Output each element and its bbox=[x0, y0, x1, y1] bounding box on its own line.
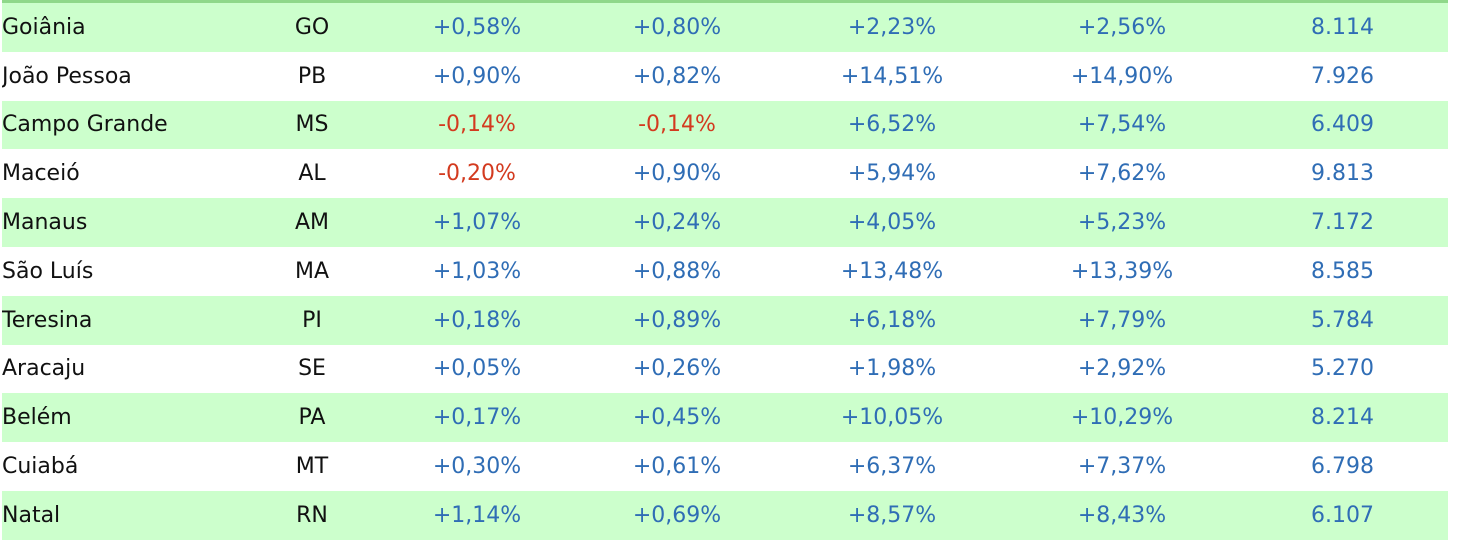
variation-cell-4: +14,90% bbox=[1007, 51, 1237, 101]
variation-cell-2: +0,88% bbox=[577, 246, 777, 296]
table-row: Aracaju SE +0,05% +0,26% +1,98% +2,92% 5… bbox=[2, 344, 1448, 394]
table-row: Goiânia GO +0,58% +0,80% +2,23% +2,56% 8… bbox=[2, 3, 1448, 52]
variation-cell-3: +6,37% bbox=[777, 442, 1007, 491]
variation-cell-3: +13,48% bbox=[777, 246, 1007, 296]
price-cell: 6.798 bbox=[1237, 442, 1448, 491]
variation-cell-2: +0,61% bbox=[577, 442, 777, 491]
price-cell: 9.813 bbox=[1237, 149, 1448, 199]
variation-cell-4: +7,54% bbox=[1007, 100, 1237, 150]
variation-cell-4: +8,43% bbox=[1007, 490, 1237, 540]
variation-cell-3: +2,23% bbox=[777, 3, 1007, 52]
variation-cell-2: +0,90% bbox=[577, 149, 777, 199]
variation-cell-2: +0,82% bbox=[577, 51, 777, 101]
table-row: Natal RN +1,14% +0,69% +8,57% +8,43% 6.1… bbox=[2, 490, 1448, 540]
table-row: Campo Grande MS -0,14% -0,14% +6,52% +7,… bbox=[2, 100, 1448, 150]
variation-cell-1: +0,17% bbox=[377, 393, 577, 443]
variation-cell-4: +7,62% bbox=[1007, 149, 1237, 199]
variation-cell-4: +5,23% bbox=[1007, 198, 1237, 247]
price-cell: 8.214 bbox=[1237, 393, 1448, 443]
variation-cell-1: +0,05% bbox=[377, 344, 577, 394]
city-cell: João Pessoa bbox=[2, 51, 247, 101]
state-cell: PI bbox=[247, 295, 377, 345]
city-cell: Goiânia bbox=[2, 3, 247, 52]
variation-cell-2: +0,24% bbox=[577, 198, 777, 247]
table-top-border bbox=[2, 0, 1448, 3]
variation-cell-3: +10,05% bbox=[777, 393, 1007, 443]
table-row: Cuiabá MT +0,30% +0,61% +6,37% +7,37% 6.… bbox=[2, 442, 1448, 491]
variation-cell-1: +0,90% bbox=[377, 51, 577, 101]
variation-cell-1: +0,18% bbox=[377, 295, 577, 345]
variation-cell-4: +7,37% bbox=[1007, 442, 1237, 491]
variation-cell-4: +2,56% bbox=[1007, 3, 1237, 52]
state-cell: AM bbox=[247, 198, 377, 247]
variation-cell-2: +0,45% bbox=[577, 393, 777, 443]
state-cell: MT bbox=[247, 442, 377, 491]
variation-cell-2: +0,80% bbox=[577, 3, 777, 52]
state-cell: PB bbox=[247, 51, 377, 101]
city-cell: Aracaju bbox=[2, 344, 247, 394]
variation-cell-3: +8,57% bbox=[777, 490, 1007, 540]
variation-cell-3: +14,51% bbox=[777, 51, 1007, 101]
city-cell: Natal bbox=[2, 490, 247, 540]
variation-cell-2: +0,26% bbox=[577, 344, 777, 394]
variation-cell-1: +1,14% bbox=[377, 490, 577, 540]
variation-cell-1: -0,14% bbox=[377, 100, 577, 150]
table-row: São Luís MA +1,03% +0,88% +13,48% +13,39… bbox=[2, 246, 1448, 296]
city-cell: Belém bbox=[2, 393, 247, 443]
state-cell: AL bbox=[247, 149, 377, 199]
variation-cell-1: +1,07% bbox=[377, 198, 577, 247]
state-cell: RN bbox=[247, 490, 377, 540]
state-cell: MA bbox=[247, 246, 377, 296]
state-cell: SE bbox=[247, 344, 377, 394]
price-cell: 8.114 bbox=[1237, 3, 1448, 52]
variation-cell-4: +2,92% bbox=[1007, 344, 1237, 394]
state-cell: GO bbox=[247, 3, 377, 52]
variation-cell-4: +10,29% bbox=[1007, 393, 1237, 443]
price-cell: 8.585 bbox=[1237, 246, 1448, 296]
price-cell: 6.107 bbox=[1237, 490, 1448, 540]
variation-cell-3: +6,52% bbox=[777, 100, 1007, 150]
city-cell: São Luís bbox=[2, 246, 247, 296]
price-cell: 5.784 bbox=[1237, 295, 1448, 345]
state-cell: MS bbox=[247, 100, 377, 150]
table-row: Maceió AL -0,20% +0,90% +5,94% +7,62% 9.… bbox=[2, 149, 1448, 199]
variation-cell-3: +5,94% bbox=[777, 149, 1007, 199]
price-cell: 7.172 bbox=[1237, 198, 1448, 247]
variation-cell-4: +7,79% bbox=[1007, 295, 1237, 345]
city-cell: Cuiabá bbox=[2, 442, 247, 491]
price-cell: 7.926 bbox=[1237, 51, 1448, 101]
variation-cell-3: +4,05% bbox=[777, 198, 1007, 247]
variation-cell-1: -0,20% bbox=[377, 149, 577, 199]
table-row: Teresina PI +0,18% +0,89% +6,18% +7,79% … bbox=[2, 295, 1448, 345]
variation-cell-3: +6,18% bbox=[777, 295, 1007, 345]
variation-cell-2: +0,89% bbox=[577, 295, 777, 345]
variation-cell-2: -0,14% bbox=[577, 100, 777, 150]
table-row: João Pessoa PB +0,90% +0,82% +14,51% +14… bbox=[2, 51, 1448, 101]
variation-cell-1: +1,03% bbox=[377, 246, 577, 296]
table-row: Manaus AM +1,07% +0,24% +4,05% +5,23% 7.… bbox=[2, 198, 1448, 247]
variation-cell-1: +0,58% bbox=[377, 3, 577, 52]
price-cell: 5.270 bbox=[1237, 344, 1448, 394]
city-cell: Manaus bbox=[2, 198, 247, 247]
price-cell: 6.409 bbox=[1237, 100, 1448, 150]
variation-cell-1: +0,30% bbox=[377, 442, 577, 491]
state-cell: PA bbox=[247, 393, 377, 443]
table-row: Belém PA +0,17% +0,45% +10,05% +10,29% 8… bbox=[2, 393, 1448, 443]
variation-cell-2: +0,69% bbox=[577, 490, 777, 540]
variation-cell-3: +1,98% bbox=[777, 344, 1007, 394]
city-cell: Campo Grande bbox=[2, 100, 247, 150]
city-index-table: Goiânia GO +0,58% +0,80% +2,23% +2,56% 8… bbox=[2, 3, 1448, 540]
city-cell: Teresina bbox=[2, 295, 247, 345]
variation-cell-4: +13,39% bbox=[1007, 246, 1237, 296]
city-cell: Maceió bbox=[2, 149, 247, 199]
